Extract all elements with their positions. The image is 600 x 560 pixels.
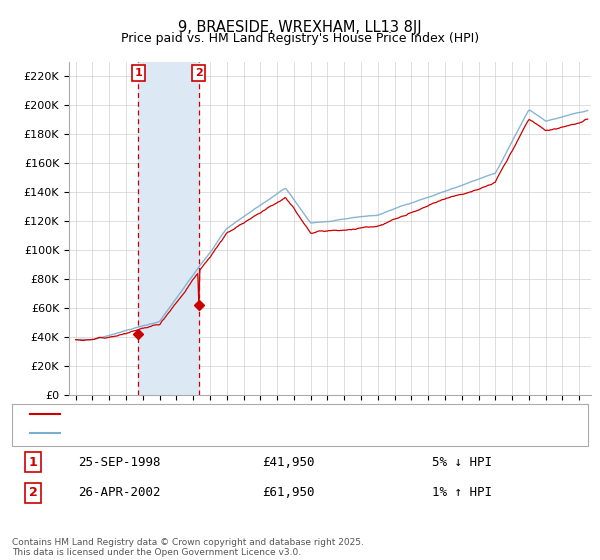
- Text: 9, BRAESIDE, WREXHAM, LL13 8JJ: 9, BRAESIDE, WREXHAM, LL13 8JJ: [178, 20, 422, 35]
- Text: Contains HM Land Registry data © Crown copyright and database right 2025.
This d: Contains HM Land Registry data © Crown c…: [12, 538, 364, 557]
- Text: Price paid vs. HM Land Registry's House Price Index (HPI): Price paid vs. HM Land Registry's House …: [121, 32, 479, 45]
- Text: 2: 2: [29, 486, 37, 500]
- Text: 1: 1: [134, 68, 142, 78]
- Text: 1% ↑ HPI: 1% ↑ HPI: [432, 486, 492, 500]
- Text: 26-APR-2002: 26-APR-2002: [78, 486, 161, 500]
- Text: HPI: Average price, semi-detached house, Wrexham: HPI: Average price, semi-detached house,…: [66, 428, 337, 438]
- Bar: [139, 62, 199, 395]
- Text: £61,950: £61,950: [262, 486, 314, 500]
- Text: 9, BRAESIDE, WREXHAM, LL13 8JJ (semi-detached house): 9, BRAESIDE, WREXHAM, LL13 8JJ (semi-det…: [66, 409, 363, 419]
- Text: 5% ↓ HPI: 5% ↓ HPI: [432, 455, 492, 469]
- Text: 1: 1: [29, 455, 37, 469]
- Text: 25-SEP-1998: 25-SEP-1998: [78, 455, 161, 469]
- Text: £41,950: £41,950: [262, 455, 314, 469]
- Text: 2: 2: [195, 68, 202, 78]
